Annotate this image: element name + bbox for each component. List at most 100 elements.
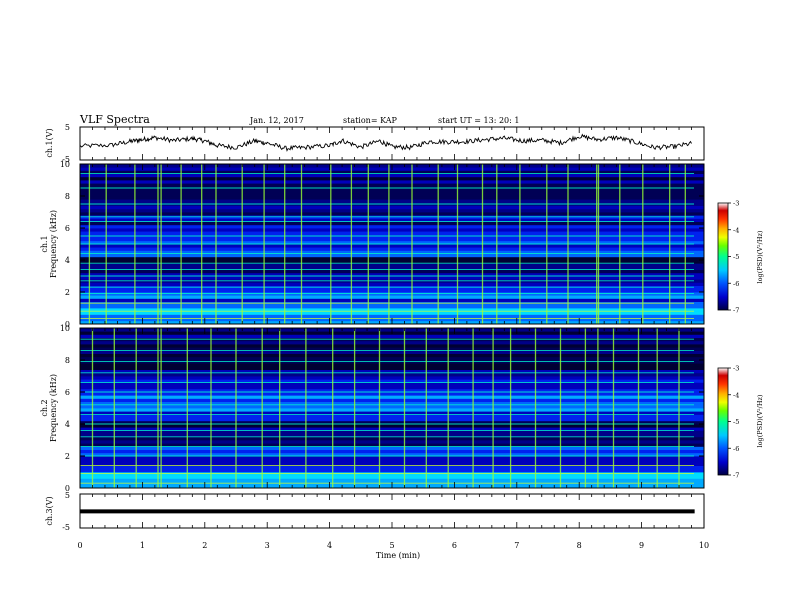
ch2-colorbar-tick-label: -5 — [733, 418, 739, 426]
ch3-waveform-ytick-bottom: -5 — [62, 523, 70, 532]
x-axis-label: Time (min) — [376, 551, 420, 560]
ch1-spectrogram-band — [80, 224, 704, 229]
ch1-colorbar-label: log(PSD)(V²/Hz) — [756, 230, 764, 283]
x-tick-label: 3 — [265, 541, 270, 550]
ch2-colorbar-tick-label: -4 — [733, 391, 739, 399]
ch2-spectrogram-panel: ch.2 Frequency (kHz) 0 2 4 6 8 10 — [40, 324, 705, 493]
ch1-spectrogram-band — [80, 180, 704, 184]
ch1-spectrogram-band — [80, 218, 704, 222]
ch1-spectrogram-band — [80, 205, 704, 210]
ch1-spectrogram-band — [80, 295, 704, 299]
ch1-spectrogram-ylabel: Frequency (kHz) — [49, 210, 58, 278]
ch2-spectrogram-band — [80, 462, 704, 466]
ch1-colorbar-tick-label: -6 — [733, 280, 739, 288]
ch1-spectrogram-ytick-label: 2 — [65, 288, 70, 297]
x-tick-label: 7 — [514, 541, 519, 550]
ch1-spectrogram-band — [80, 173, 704, 178]
ch2-spectrogram-ytick-label: 2 — [65, 452, 70, 461]
x-tick-label: 4 — [327, 541, 332, 550]
ch1-colorbar-scale — [717, 202, 729, 311]
ch1-waveform-ylabel: ch.1(V) — [45, 128, 54, 157]
ch1-spectrogram-band — [80, 196, 704, 200]
ch1-spectrogram-band — [80, 192, 704, 197]
ch2-spectrogram-band — [80, 404, 704, 409]
ch2-spectrogram-band — [80, 385, 704, 390]
ch2-spectrogram-band — [80, 427, 704, 431]
ch1-spectrogram-band — [80, 237, 704, 242]
ch3-waveform-panel: ch.3(V) 5 -5 — [45, 491, 705, 532]
ch1-spectrogram-band — [80, 314, 704, 318]
ch2-colorbar-tick-label: -3 — [733, 365, 739, 373]
ch1-spectrogram-ytick-label: 10 — [60, 160, 70, 169]
ch1-spectrogram-ytick-label: 4 — [65, 256, 70, 265]
ch1-spectrogram-band — [80, 311, 704, 315]
ch2-spectrogram-band — [80, 401, 704, 406]
ch2-spectrogram-band — [80, 411, 704, 415]
ch1-spectrogram-band — [80, 308, 704, 312]
ch2-spectrogram-band — [80, 459, 704, 463]
ch1-spectrogram-band — [80, 282, 704, 286]
ch1-colorbar-tick-label: -3 — [733, 200, 739, 208]
ch2-spectrogram-ytick-label: 10 — [60, 324, 70, 333]
ch1-spectrogram-image — [80, 164, 704, 325]
ch1-spectrogram-ytick-label: 6 — [65, 224, 70, 233]
x-tick-label: 5 — [389, 541, 394, 550]
x-axis: 0 1 2 3 4 5 6 7 8 9 10 — [77, 127, 709, 550]
ch1-spectrogram-band — [80, 266, 704, 270]
ch1-spectrogram-band — [80, 221, 704, 226]
ch1-spectrogram-band — [80, 199, 704, 203]
figure-title: VLF Spectra — [79, 113, 150, 126]
x-tick-label: 2 — [202, 541, 207, 550]
ch2-spectrogram-band — [80, 363, 704, 367]
ch2-spectrogram-band — [80, 452, 704, 457]
ch1-spectrogram-band — [80, 256, 704, 261]
ch2-spectrogram-band — [80, 433, 704, 438]
ch2-spectrogram-band — [80, 347, 704, 351]
ch2-spectrogram-band — [80, 392, 704, 396]
ch2-spectrogram-band — [80, 436, 704, 441]
ch2-colorbar: -3 -4 -5 -6 -7 log(PSD)(V²/Hz) — [717, 365, 764, 480]
ch1-spectrogram-band — [80, 276, 704, 280]
ch2-spectrogram-band — [80, 395, 704, 399]
ch1-colorbar: -3 -4 -5 -6 -7 log(PSD)(V²/Hz) — [717, 200, 764, 315]
ch2-spectrogram-band — [80, 456, 704, 460]
ch2-spectrogram-image — [80, 328, 704, 489]
x-tick-label: 1 — [140, 541, 145, 550]
ch2-spectrogram-band — [80, 372, 704, 377]
ch2-spectrogram-band — [80, 430, 704, 434]
ch3-waveform-ytick-top: 5 — [65, 491, 70, 500]
ch1-spectrogram-band — [80, 288, 704, 293]
ch1-spectrogram-band — [80, 212, 704, 216]
ch2-spectrogram-band — [80, 414, 704, 418]
ch2-spectrogram-band — [80, 379, 704, 383]
ch2-spectrogram-band — [80, 366, 704, 370]
ch1-spectrogram-channel-label: ch.1 — [40, 235, 49, 252]
ch1-spectrogram-band — [80, 272, 704, 277]
ch1-spectrogram-band — [80, 240, 704, 245]
ch1-waveform-ytick-bottom: -5 — [62, 155, 70, 164]
x-tick-label: 6 — [452, 541, 457, 550]
ch1-spectrogram-band — [80, 253, 704, 258]
ch1-spectrogram-band — [80, 263, 704, 267]
ch1-spectrogram-band — [80, 176, 704, 181]
ch2-spectrogram-ylabel: Frequency (kHz) — [49, 374, 58, 442]
ch2-spectrogram-band — [80, 388, 704, 393]
start-time-label: start UT = 13: 20: 1 — [438, 116, 519, 125]
x-tick-label: 9 — [639, 541, 644, 550]
x-tick-label: 8 — [577, 541, 582, 550]
ch2-spectrogram-band — [80, 340, 704, 345]
ch1-spectrogram-band — [80, 250, 704, 254]
ch2-spectrogram-band — [80, 475, 704, 479]
ch2-spectrogram-band — [80, 398, 704, 402]
ch1-spectrogram-ytick-label: 8 — [65, 192, 70, 201]
ch2-spectrogram-band — [80, 334, 704, 338]
ch1-spectrogram-band — [80, 183, 704, 187]
x-tick-label: 10 — [699, 541, 709, 550]
ch1-spectrogram-band — [80, 189, 704, 194]
ch3-waveform-ylabel: ch.3(V) — [45, 496, 54, 525]
ch2-spectrogram-band — [80, 449, 704, 454]
date-label: Jan. 12, 2017 — [249, 116, 304, 125]
ch2-spectrogram-band — [80, 468, 704, 473]
ch1-waveform-ytick-top: 5 — [65, 123, 70, 132]
